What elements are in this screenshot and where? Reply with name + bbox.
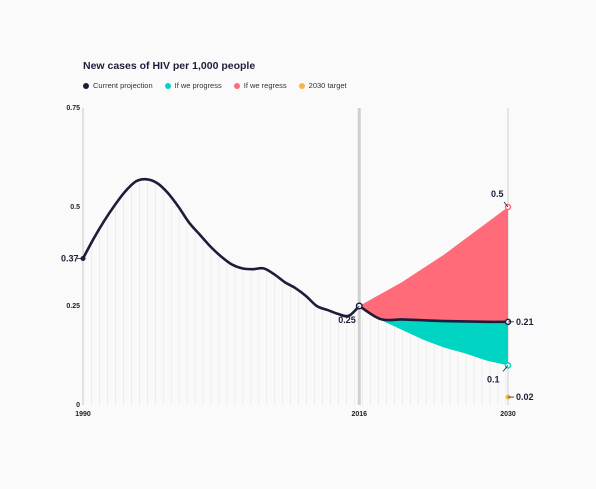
annotation-leader — [503, 201, 509, 208]
annotation-leader — [502, 365, 509, 372]
y-tick-label: 0 — [76, 402, 80, 409]
y-tick-label: 0.75 — [66, 105, 80, 112]
legend-label-current: Current projection — [93, 81, 153, 90]
series-current-projection — [358, 304, 509, 324]
legend-dot-target — [298, 82, 305, 89]
annotation-label: 0.1 — [487, 374, 500, 384]
legend-item-current: Current projection — [83, 81, 153, 90]
legend-label-progress: If we progress — [174, 81, 222, 90]
legend-label-target: 2030 target — [308, 81, 347, 90]
legend-dot-regress — [233, 82, 240, 89]
regress-area — [359, 207, 508, 322]
legend-dot-current — [83, 82, 89, 89]
annotation-label: 0.25 — [338, 315, 356, 325]
y-tick-label: 0.5 — [70, 204, 80, 211]
legend-item-progress: If we progress — [164, 81, 222, 90]
legend: Current projection If we progress If we … — [83, 81, 347, 90]
annotation-leader — [353, 305, 360, 313]
annotation-label: 0.37 — [61, 253, 79, 263]
annotation-label: 0.5 — [491, 189, 504, 199]
legend-item-target: 2030 target — [298, 81, 347, 90]
x-tick-label: 1990 — [75, 411, 91, 418]
legend-label-regress: If we regress — [243, 81, 287, 90]
x-tick-label: 2030 — [500, 411, 516, 418]
y-tick-label: 0.25 — [66, 303, 80, 310]
legend-item-regress: If we regress — [233, 81, 287, 90]
annotation-label: 0.02 — [516, 392, 534, 402]
series-current-history — [81, 177, 361, 318]
legend-dot-progress — [164, 82, 171, 89]
x-tick-label: 2016 — [351, 411, 367, 418]
chart-title: New cases of HIV per 1,000 people — [83, 60, 256, 72]
annotation-label: 0.21 — [516, 317, 534, 327]
